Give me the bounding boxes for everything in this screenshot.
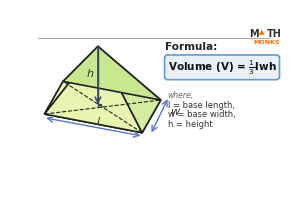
Polygon shape xyxy=(44,46,142,133)
Text: h: h xyxy=(86,69,93,80)
Text: w = base width,: w = base width, xyxy=(168,110,236,119)
Text: TH: TH xyxy=(266,29,281,39)
Text: ▲: ▲ xyxy=(259,29,265,35)
Text: MONKS: MONKS xyxy=(254,40,280,45)
Text: l: l xyxy=(96,117,100,127)
Text: where,: where, xyxy=(168,91,194,100)
Polygon shape xyxy=(44,81,161,133)
Text: h = height: h = height xyxy=(168,120,212,129)
Polygon shape xyxy=(44,46,98,114)
Text: w: w xyxy=(170,107,179,117)
Text: l = base length,: l = base length, xyxy=(168,100,235,110)
Polygon shape xyxy=(63,46,161,100)
Text: Formula:: Formula: xyxy=(165,42,218,52)
Text: Volume (V) = $\frac{1}{3}$lwh: Volume (V) = $\frac{1}{3}$lwh xyxy=(168,58,276,77)
Polygon shape xyxy=(98,46,161,133)
Text: M: M xyxy=(249,29,259,39)
